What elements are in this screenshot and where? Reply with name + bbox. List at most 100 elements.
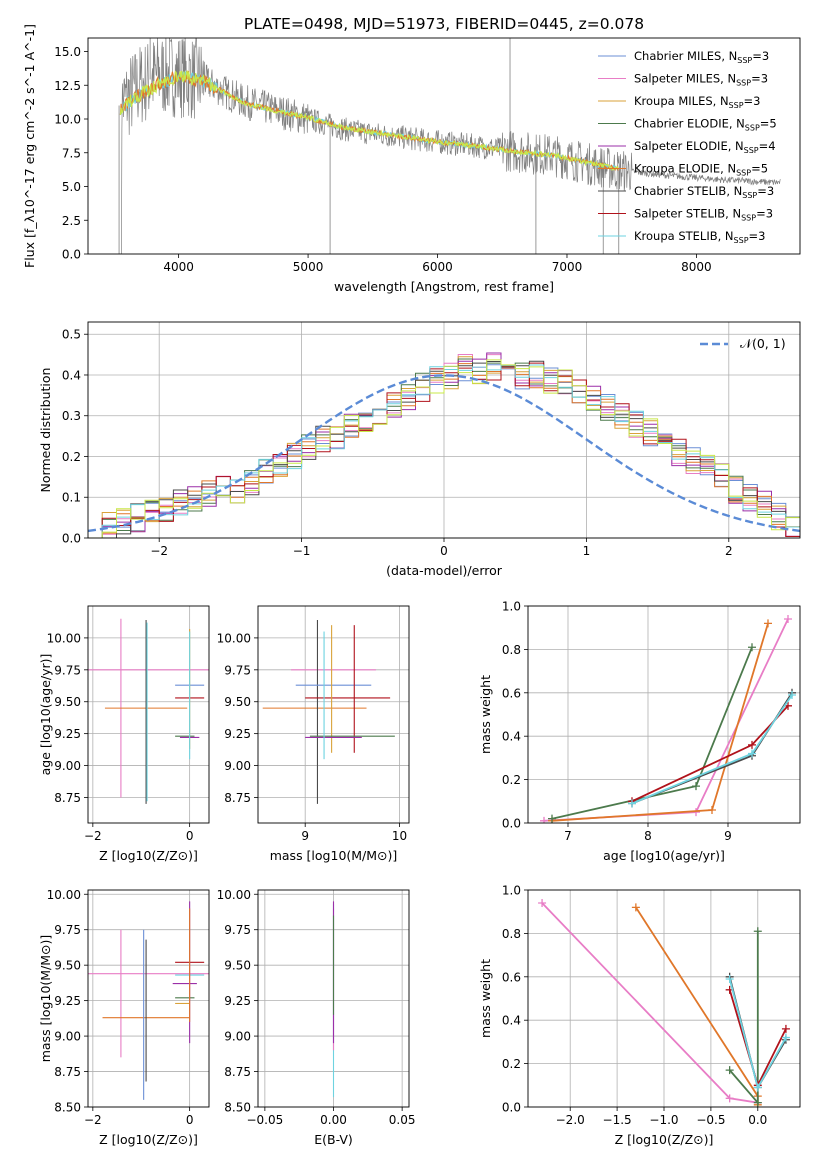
y-tick-label: 9.50	[224, 695, 251, 709]
grid	[88, 606, 209, 823]
mass-weight-marker	[748, 740, 756, 749]
mass-weight-line	[635, 906, 759, 1105]
x-tick-label: −1	[293, 544, 311, 558]
y-tick-label: 8.50	[54, 1101, 81, 1115]
mass-weight-marker	[781, 1024, 790, 1033]
y-tick-label: 0.1	[62, 491, 81, 505]
y-tick-label: 8.75	[224, 1065, 251, 1079]
x-tick-label: 8	[644, 829, 652, 843]
x-tick-label: 10	[392, 829, 407, 843]
x-tick-label: 9	[301, 829, 309, 843]
y-tick-label: 0.0	[62, 248, 81, 262]
mass-weight-line	[541, 902, 758, 1104]
x-tick-label: 5000	[293, 260, 324, 274]
y-axis-label: Normed distribution	[38, 368, 53, 493]
x-tick-label: −1.0	[649, 1113, 678, 1127]
mass-weight-marker	[764, 619, 772, 628]
panel-mass-vs-z: −2 0 8.50 8.75 9.00 9.25 9.50 9.75 10.00 Z [log10…	[38, 888, 210, 1147]
y-axis-label: mass weight	[478, 675, 493, 754]
x-tick-label: 0	[186, 1113, 194, 1127]
y-tick-label: 9.50	[54, 959, 81, 973]
x-tick-label: −2.0	[556, 1113, 585, 1127]
plot-area	[540, 615, 796, 823]
y-tick-label: 9.00	[224, 759, 251, 773]
y-tick-label: 8.75	[224, 791, 251, 805]
y-tick-label: 10.0	[54, 113, 81, 127]
panel-massweight-vs-age: 7 8 9 0.0 0.2 0.4 0.6 0.8 1.0 age [log10(age/yr)]…	[478, 600, 801, 863]
x-tick-label: −2	[84, 829, 102, 843]
x-tick-label: 6000	[422, 260, 453, 274]
y-tick-label: 9.00	[224, 1030, 251, 1044]
grid	[258, 606, 409, 823]
x-axis-label: mass [log10(M/M⊙)]	[270, 848, 398, 863]
y-tick-label: 0.2	[62, 450, 81, 464]
plot-area	[88, 352, 800, 538]
y-axis-label: age [log10(age/yr)]	[38, 654, 53, 776]
y-tick-label: 0.3	[62, 409, 81, 423]
axes-frame	[87, 321, 801, 539]
y-tick-label: 9.75	[224, 663, 251, 677]
x-axis-label: age [log10(age/yr)]	[603, 848, 725, 863]
legend-entry: Kroupa ELODIE, NSSP=5	[634, 162, 768, 178]
y-tick-label: 7.5	[62, 146, 81, 160]
plots-layer: 4000 5000 6000 7000 80000.02.55.07.510.012.5…	[22, 24, 801, 1147]
plot-area	[538, 899, 790, 1107]
panel-massweight-vs-z: −2.0 −1.5 −1.0 −0.5 0.0 0.0 0.2 0.4 0.6 0.8 1.0 Z […	[478, 884, 801, 1147]
axes-frame	[527, 889, 801, 1108]
x-tick-label: 0	[440, 544, 448, 558]
axes-frame	[257, 889, 410, 1108]
y-tick-label: 10.00	[47, 631, 81, 645]
axes-frame	[87, 889, 210, 1108]
y-tick-label: 5.0	[62, 180, 81, 194]
x-axis-label: wavelength [Angstrom, rest frame]	[334, 279, 554, 294]
x-tick-label: −2	[150, 544, 168, 558]
legend-entry: Chabrier ELODIE, NSSP=5	[634, 117, 777, 133]
mass-weight-marker	[725, 1094, 734, 1103]
panel-mass-vs-ebv: −0.05 0.00 0.05 8.50 8.75 9.00 9.25 9.50 9.75 10.…	[217, 888, 416, 1147]
y-tick-label: 1.0	[502, 600, 521, 614]
grid	[88, 322, 800, 539]
x-tick-label: 8000	[681, 260, 712, 274]
y-tick-label: 0.5	[62, 328, 81, 342]
axes-frame	[527, 605, 801, 824]
plot-area	[88, 901, 209, 1100]
y-tick-label: 8.50	[224, 1101, 251, 1115]
y-tick-label: 0.0	[502, 817, 521, 831]
x-tick-label: 7000	[552, 260, 583, 274]
panel-spectrum: 4000 5000 6000 7000 8000 0.0 2.5 5.0 7.5 10.0 12.5…	[22, 24, 801, 294]
mass-weight-marker	[753, 927, 762, 936]
x-tick-label: 7	[564, 829, 572, 843]
plot-area	[88, 618, 209, 804]
x-tick-label: −2	[84, 1113, 102, 1127]
y-tick-label: 10.00	[47, 888, 81, 902]
y-tick-label: 8.75	[54, 791, 81, 805]
x-tick-label: 0.00	[320, 1113, 347, 1127]
x-tick-label: −1.5	[603, 1113, 632, 1127]
y-tick-label: 0.8	[502, 927, 521, 941]
y-tick-label: 9.75	[54, 923, 81, 937]
mass-weight-marker	[538, 899, 547, 908]
axes-frame	[257, 605, 410, 824]
y-tick-label: 0.2	[502, 1057, 521, 1071]
mass-weight-line	[551, 646, 753, 820]
legend-entry: Kroupa MILES, NSSP=3	[634, 94, 760, 110]
y-tick-label: 9.50	[224, 959, 251, 973]
mass-weight-line	[631, 694, 793, 805]
y-tick-label: 0.4	[62, 368, 81, 382]
spectrum-legend: Chabrier MILES, NSSP=3 Salpeter MILES, NS…	[598, 49, 777, 245]
mass-weight-marker	[725, 1066, 734, 1075]
y-tick-label: 2.5	[62, 214, 81, 228]
y-axis-label: mass [log10(M/M⊙)]	[38, 935, 53, 1063]
y-tick-label: 9.25	[54, 727, 81, 741]
mass-weight-marker	[788, 690, 796, 699]
mass-weight-marker	[628, 799, 636, 808]
y-tick-label: 0.6	[502, 686, 521, 700]
y-tick-label: 9.50	[54, 695, 81, 709]
legend-entry: Salpeter ELODIE, NSSP=4	[634, 139, 776, 155]
x-tick-label: −0.5	[696, 1113, 725, 1127]
mass-weight-marker	[753, 1083, 762, 1092]
x-axis-label: Z [log10(Z/Z⊙)]	[99, 1132, 198, 1147]
y-tick-label: 9.00	[54, 759, 81, 773]
mass-weight-marker	[748, 749, 756, 758]
x-axis-label: E(B-V)	[314, 1132, 353, 1147]
